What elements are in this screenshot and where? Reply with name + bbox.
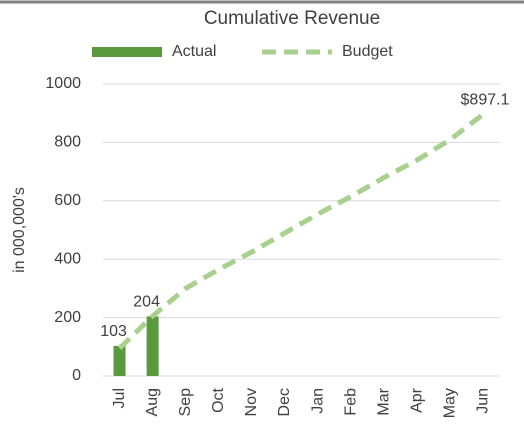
bar [146,316,159,376]
legend-swatch [92,47,162,57]
data-label: 103 [100,323,127,340]
x-tick-label: Oct [210,387,227,412]
x-tick-label: Jan [309,388,326,414]
y-tick-label: 400 [54,250,81,267]
budget-line [117,112,485,351]
x-tick-label: Feb [342,388,359,416]
x-tick-label: Nov [243,388,260,416]
x-tick-label: Mar [375,387,392,415]
legend-label: Actual [172,43,216,60]
x-tick-label: Jul [111,388,128,408]
x-tick-label: Aug [144,388,161,416]
x-tick-label: Apr [409,387,426,413]
x-tick-label: Dec [276,388,293,416]
y-tick-label: 1000 [45,75,81,92]
x-tick-label: Sep [177,388,194,417]
data-label: $897.1 [461,91,510,108]
y-tick-label: 0 [72,367,81,384]
chart-title: Cumulative Revenue [204,8,380,29]
y-tick-label: 600 [54,192,81,209]
y-axis-label: in 000,000's [11,187,28,273]
y-tick-label: 800 [54,134,81,151]
data-label: 204 [133,294,160,311]
y-tick-label: 200 [54,309,81,326]
legend-label: Budget [342,43,393,60]
x-tick-label: Jun [475,388,492,414]
x-tick-label: May [442,388,459,418]
bar [113,345,126,376]
